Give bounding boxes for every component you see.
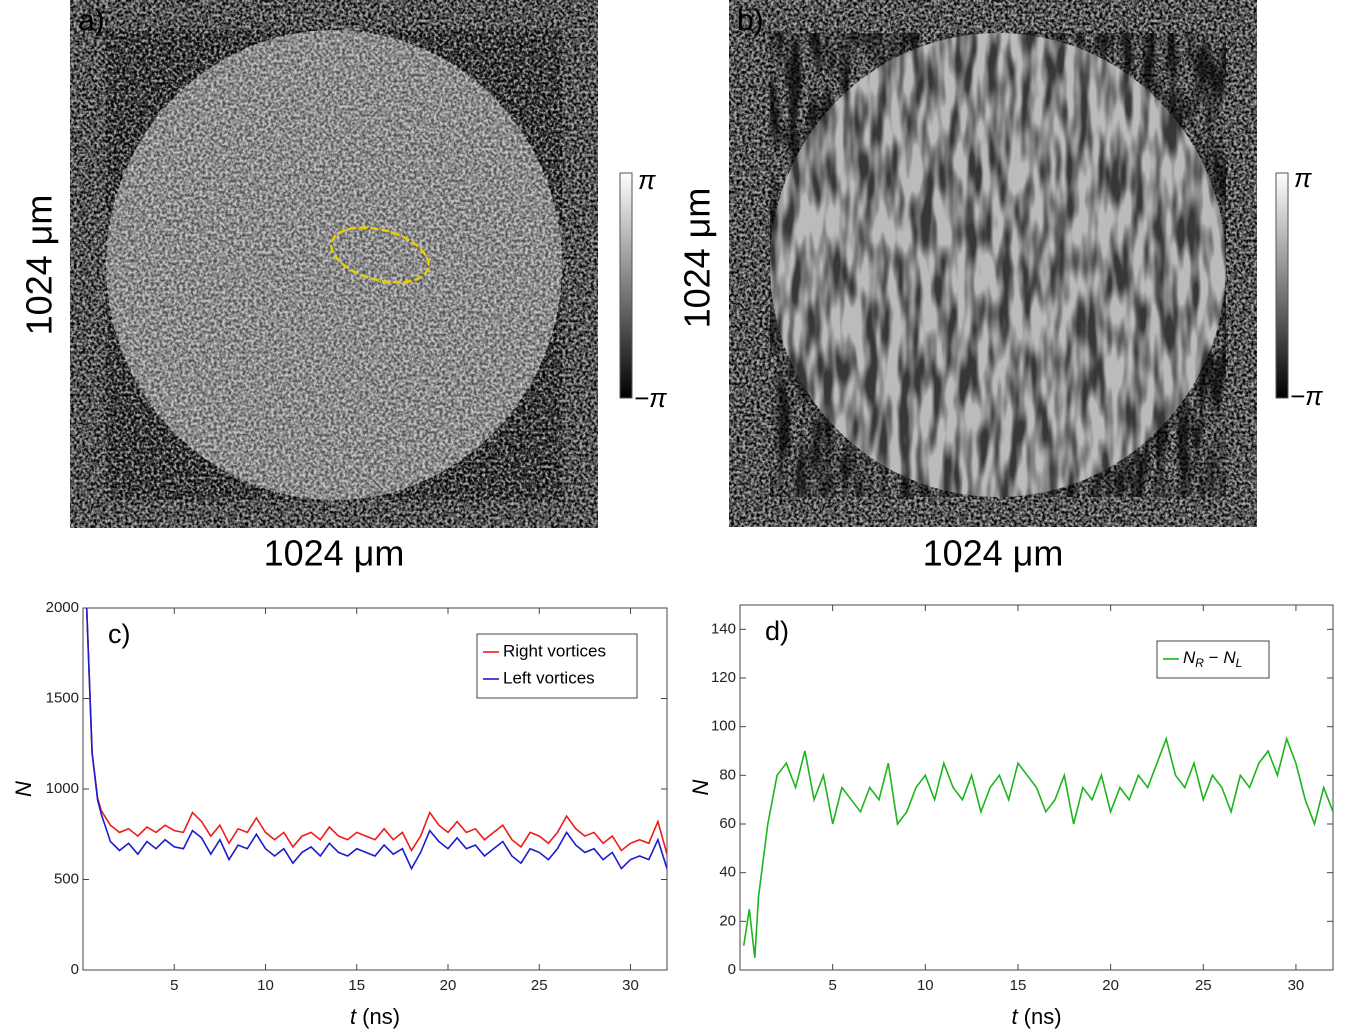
legend-label: NR − NL xyxy=(1183,648,1242,670)
y-tick-label: 2000 xyxy=(46,599,79,616)
phase-image xyxy=(729,0,1257,527)
y-tick-label: 1000 xyxy=(46,780,79,797)
y-tick-label: 0 xyxy=(728,961,736,978)
phase-image xyxy=(70,0,598,528)
x-tick-label: 5 xyxy=(828,977,836,994)
x-tick-label: 10 xyxy=(917,977,934,994)
y-tick-label: 120 xyxy=(711,669,736,686)
panel-label: a) xyxy=(78,4,105,37)
colorbar-min: −π xyxy=(634,383,667,413)
x-axis-label: t (ns) xyxy=(1011,1004,1061,1029)
colorbar-min: −π xyxy=(1290,381,1323,411)
y-axis-label: N xyxy=(11,781,36,797)
y-axis-label: 1024 μm xyxy=(19,195,60,336)
x-tick-label: 30 xyxy=(1288,977,1305,994)
plot-frame xyxy=(739,604,1334,971)
y-axis-label: 1024 μm xyxy=(677,188,718,329)
x-axis-label: 1024 μm xyxy=(923,533,1064,574)
data-line xyxy=(85,608,667,871)
y-axis-label: N xyxy=(688,779,713,795)
x-tick-label: 20 xyxy=(440,977,457,994)
legend-label: Right vortices xyxy=(503,641,606,660)
legend-label: Left vortices xyxy=(503,668,595,687)
x-tick-label: 15 xyxy=(1010,977,1027,994)
y-tick-label: 20 xyxy=(719,912,736,929)
y-tick-label: 0 xyxy=(71,961,79,978)
x-axis-label: t (ns) xyxy=(350,1004,400,1029)
x-tick-label: 25 xyxy=(1195,977,1212,994)
panel-label: d) xyxy=(765,616,789,646)
y-tick-label: 60 xyxy=(719,815,736,832)
legend-box xyxy=(476,633,638,699)
panel-label: c) xyxy=(108,619,131,649)
y-tick-label: 500 xyxy=(54,870,79,887)
y-tick-label: 140 xyxy=(711,620,736,637)
x-tick-label: 10 xyxy=(257,977,274,994)
panel-label: b) xyxy=(737,4,764,37)
x-tick-label: 5 xyxy=(170,977,178,994)
colorbar-max: π xyxy=(638,165,656,195)
colorbar xyxy=(619,172,1289,399)
data-line xyxy=(85,608,667,855)
x-tick-label: 25 xyxy=(531,977,548,994)
x-tick-label: 20 xyxy=(1102,977,1119,994)
y-tick-label: 1500 xyxy=(46,689,79,706)
y-tick-label: 40 xyxy=(719,864,736,881)
y-tick-label: 100 xyxy=(711,718,736,735)
colorbar-max: π xyxy=(1294,163,1312,193)
data-line xyxy=(742,736,1333,958)
x-tick-label: 15 xyxy=(348,977,365,994)
x-axis-label: 1024 μm xyxy=(264,533,405,574)
x-tick-label: 30 xyxy=(622,977,639,994)
y-tick-label: 80 xyxy=(719,766,736,783)
